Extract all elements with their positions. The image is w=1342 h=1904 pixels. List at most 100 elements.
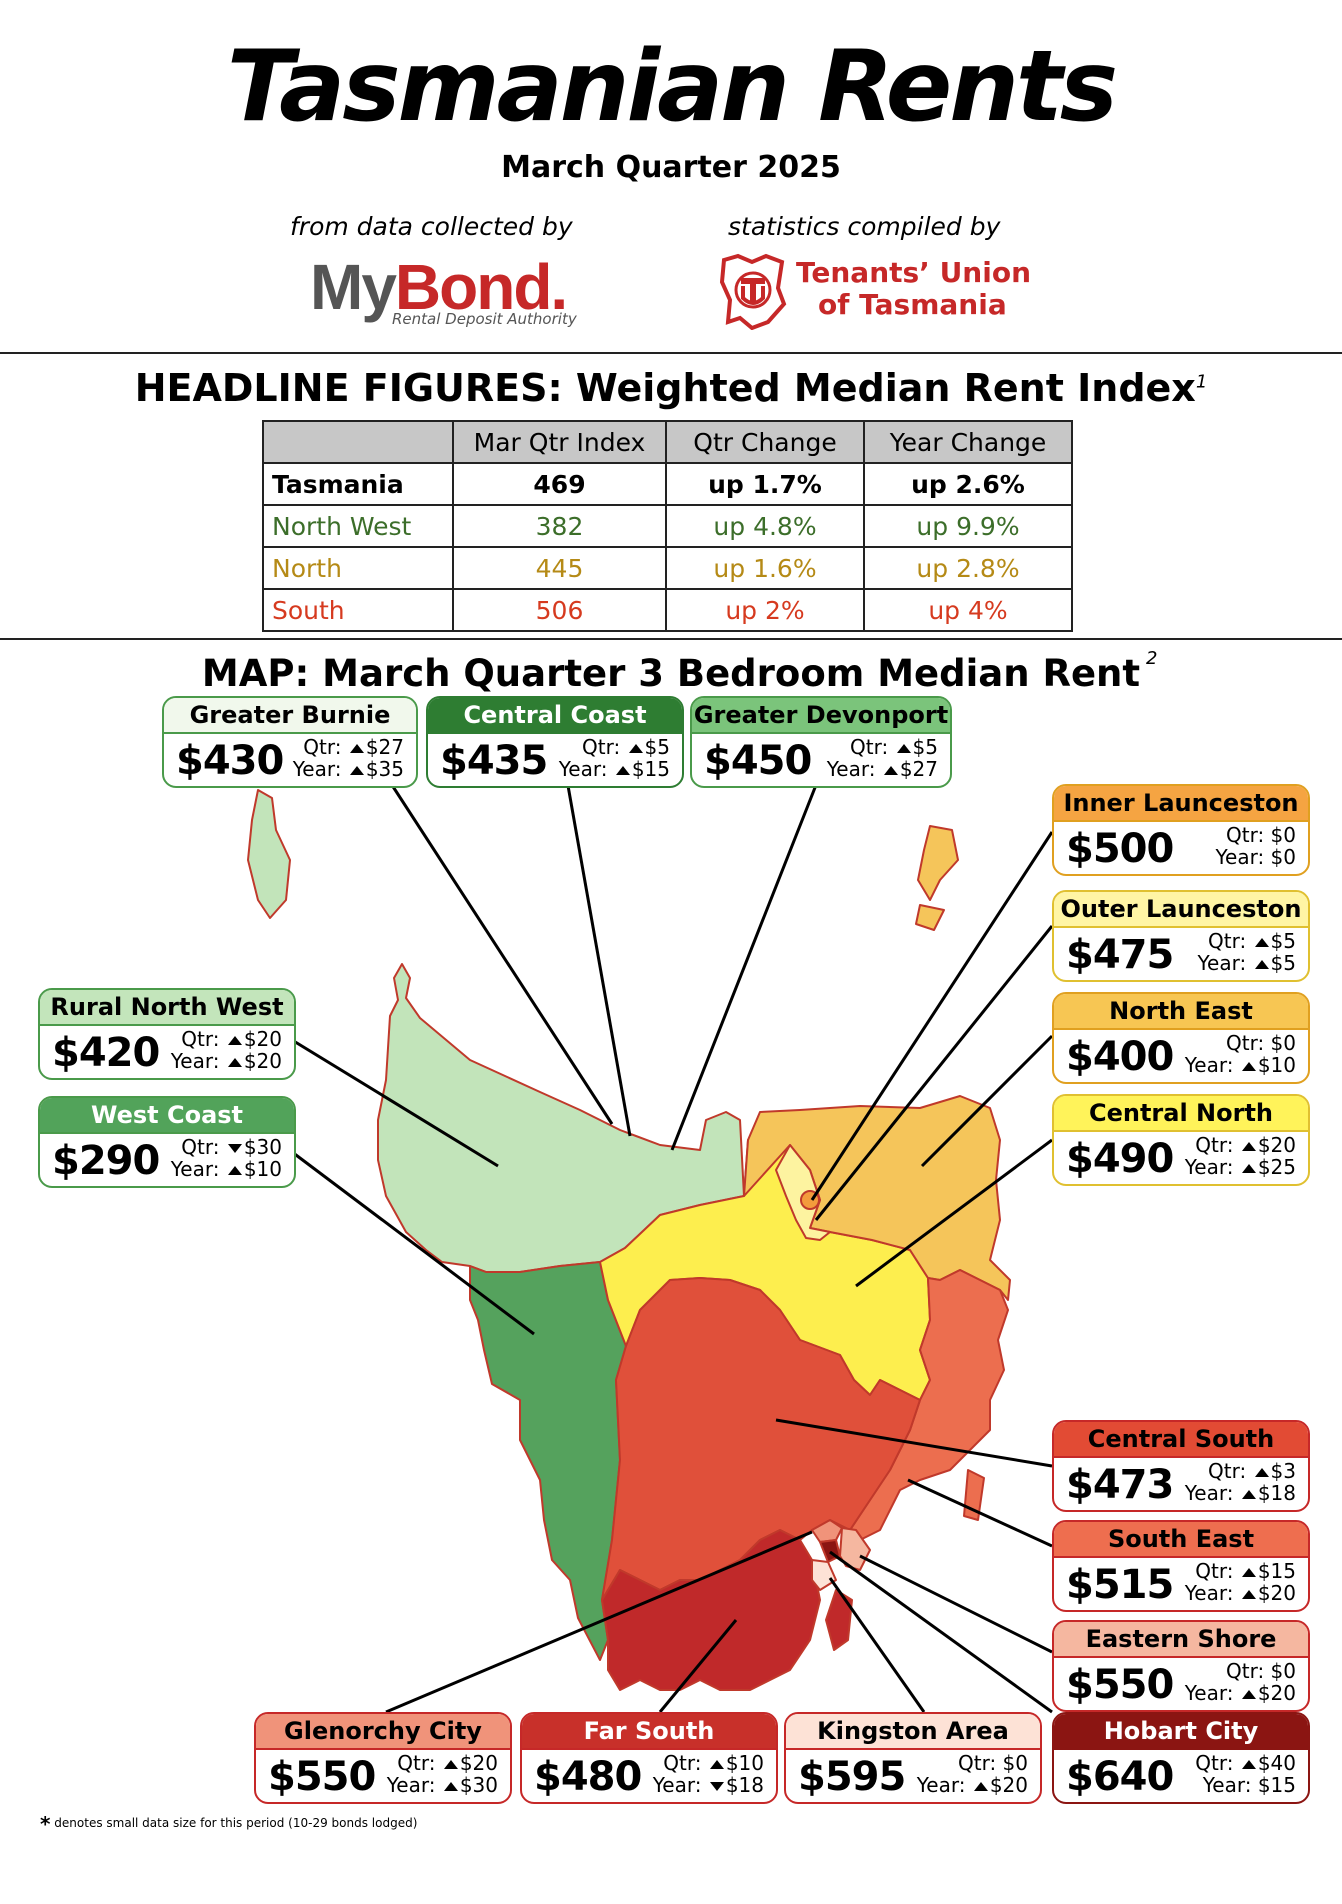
leader-line-greater-devonport xyxy=(670,779,820,1151)
flinders-island-region xyxy=(917,825,959,901)
rent-change-block: Qtr: $5 Year: $27 xyxy=(827,736,938,780)
decrease-arrow-icon xyxy=(227,1144,242,1153)
median-rent-price: $400 xyxy=(1066,1034,1174,1080)
year-change-cell: up 2.8% xyxy=(863,546,1073,590)
year-change: Year: $27 xyxy=(826,757,938,781)
rent-change-block: Qtr: $20 Year: $25 xyxy=(1185,1134,1296,1178)
page-title: Tasmanian Rents xyxy=(226,30,1118,144)
region-name: West Coast xyxy=(40,1098,294,1134)
year-change: Year: $15 xyxy=(1202,1773,1296,1797)
increase-arrow-icon xyxy=(1241,1164,1256,1173)
qtr-change: Qtr: $0 xyxy=(1225,1659,1296,1683)
rent-change-block: Qtr: $5 Year: $15 xyxy=(559,736,670,780)
region-card-central-north: Central North $490 Qtr: $20 Year: $25 xyxy=(1052,1094,1310,1186)
far-south-region xyxy=(601,1529,821,1691)
region-name: South East xyxy=(1054,1522,1308,1558)
leader-line-west-coast xyxy=(291,1150,535,1336)
rent-change-block: Qtr: $0 Year: $10 xyxy=(1185,1032,1296,1076)
leader-line-greater-burnie xyxy=(388,781,614,1125)
median-rent-price: $490 xyxy=(1066,1136,1174,1182)
leader-line-central-coast xyxy=(565,779,632,1137)
region-card-west-coast: West Coast $290 Qtr: $30 Year: $10 xyxy=(38,1096,296,1188)
year-change: Year: $0 xyxy=(1215,845,1296,869)
region-card-greater-burnie: Greater Burnie $430 Qtr: $27 Year: $35 xyxy=(162,696,418,788)
increase-arrow-icon xyxy=(349,744,364,753)
median-rent-price: $475 xyxy=(1066,932,1174,978)
region-name: Eastern Shore xyxy=(1054,1622,1308,1658)
median-rent-price: $435 xyxy=(440,738,548,784)
tenants-union-logo: Tenants’ Union of Tasmania xyxy=(718,252,1038,332)
table-header-cell xyxy=(262,420,454,464)
year-change: Year: $20 xyxy=(170,1049,282,1073)
leader-line-outer-launceston xyxy=(814,925,1054,1221)
increase-arrow-icon xyxy=(883,766,898,775)
qtr-change: Qtr: $0 xyxy=(1225,1031,1296,1055)
qtr-change-cell: up 4.8% xyxy=(665,504,865,548)
increase-arrow-icon xyxy=(1241,1690,1256,1699)
qtr-change-cell: up 1.7% xyxy=(665,462,865,506)
qtr-change: Qtr: $20 xyxy=(397,1751,498,1775)
leader-line-south-east xyxy=(907,1478,1053,1548)
year-change: Year: $20 xyxy=(916,1773,1028,1797)
rent-change-block: Qtr: $20 Year: $30 xyxy=(387,1752,498,1796)
median-rent-price: $450 xyxy=(704,738,812,784)
rent-change-block: Qtr: $30 Year: $10 xyxy=(171,1136,282,1180)
increase-arrow-icon xyxy=(1254,938,1269,947)
index-cell: 382 xyxy=(452,504,667,548)
eastern-shore-region xyxy=(839,1527,871,1571)
qtr-change: Qtr: $15 xyxy=(1195,1559,1296,1583)
rent-change-block: Qtr: $5 Year: $5 xyxy=(1197,930,1296,974)
glenorchy-region xyxy=(811,1519,843,1543)
year-change: Year: $15 xyxy=(558,757,670,781)
region-card-glenorchy-city: Glenorchy City $550 Qtr: $20 Year: $30 xyxy=(254,1712,512,1804)
cape-barren-island-region xyxy=(915,904,945,931)
year-change: Year: $18 xyxy=(1184,1481,1296,1505)
increase-arrow-icon xyxy=(1241,1568,1256,1577)
year-change-cell: up 2.6% xyxy=(863,462,1073,506)
increase-arrow-icon xyxy=(615,766,630,775)
outer-launceston-region xyxy=(775,1144,831,1241)
tasmania-shield-icon xyxy=(719,253,787,330)
table-row: Tasmania 469 up 1.7% up 2.6% xyxy=(262,462,1073,506)
page-subtitle: March Quarter 2025 xyxy=(501,150,841,185)
increase-arrow-icon xyxy=(443,1782,458,1791)
year-change: Year: $20 xyxy=(1184,1681,1296,1705)
median-rent-price: $290 xyxy=(52,1138,160,1184)
increase-arrow-icon xyxy=(973,1782,988,1791)
leader-line-central-south xyxy=(775,1418,1053,1468)
year-change-cell: up 9.9% xyxy=(863,504,1073,548)
qtr-change: Qtr: $0 xyxy=(1225,823,1296,847)
median-rent-price: $480 xyxy=(534,1754,642,1800)
table-row: North 445 up 1.6% up 2.8% xyxy=(262,546,1073,590)
qtr-change: Qtr: $20 xyxy=(1195,1133,1296,1157)
compiler-label: statistics compiled by xyxy=(728,212,1001,241)
decrease-arrow-icon xyxy=(709,1782,724,1791)
year-change: Year: $20 xyxy=(1184,1581,1296,1605)
leader-line-hobart xyxy=(829,1550,1053,1714)
region-name: Greater Devonport xyxy=(692,698,950,734)
bruny-island-region xyxy=(825,1589,853,1651)
region-name: Greater Burnie xyxy=(164,698,416,734)
rent-change-block: Qtr: $0 Year: $0 xyxy=(1215,824,1296,868)
small-sample-note: * denotes small data size for this perio… xyxy=(40,1812,418,1836)
qtr-change: Qtr: $27 xyxy=(303,735,404,759)
median-rent-price: $550 xyxy=(268,1754,376,1800)
king-island-region xyxy=(247,789,291,919)
table-row: South 506 up 2% up 4% xyxy=(262,588,1073,632)
region-card-central-south: Central South $473 Qtr: $3 Year: $18 xyxy=(1052,1420,1310,1512)
leader-line-inner-launceston xyxy=(810,831,1054,1201)
headline-title: HEADLINE FIGURES: Weighted Median Rent I… xyxy=(134,366,1208,410)
median-rent-price: $473 xyxy=(1066,1462,1174,1508)
region-name: Inner Launceston xyxy=(1054,786,1308,822)
leader-line-north-east xyxy=(920,1034,1054,1168)
increase-arrow-icon xyxy=(227,1166,242,1175)
qtr-change: Qtr: $5 xyxy=(849,735,938,759)
median-rent-price: $550 xyxy=(1066,1662,1174,1708)
year-change: Year: $10 xyxy=(170,1157,282,1181)
year-change: Year: $10 xyxy=(1184,1053,1296,1077)
increase-arrow-icon xyxy=(443,1760,458,1769)
region-card-greater-devonport: Greater Devonport $450 Qtr: $5 Year: $27 xyxy=(690,696,952,788)
increase-arrow-icon xyxy=(1254,960,1269,969)
table-header-row: Mar Qtr Index Qtr Change Year Change xyxy=(262,420,1073,464)
